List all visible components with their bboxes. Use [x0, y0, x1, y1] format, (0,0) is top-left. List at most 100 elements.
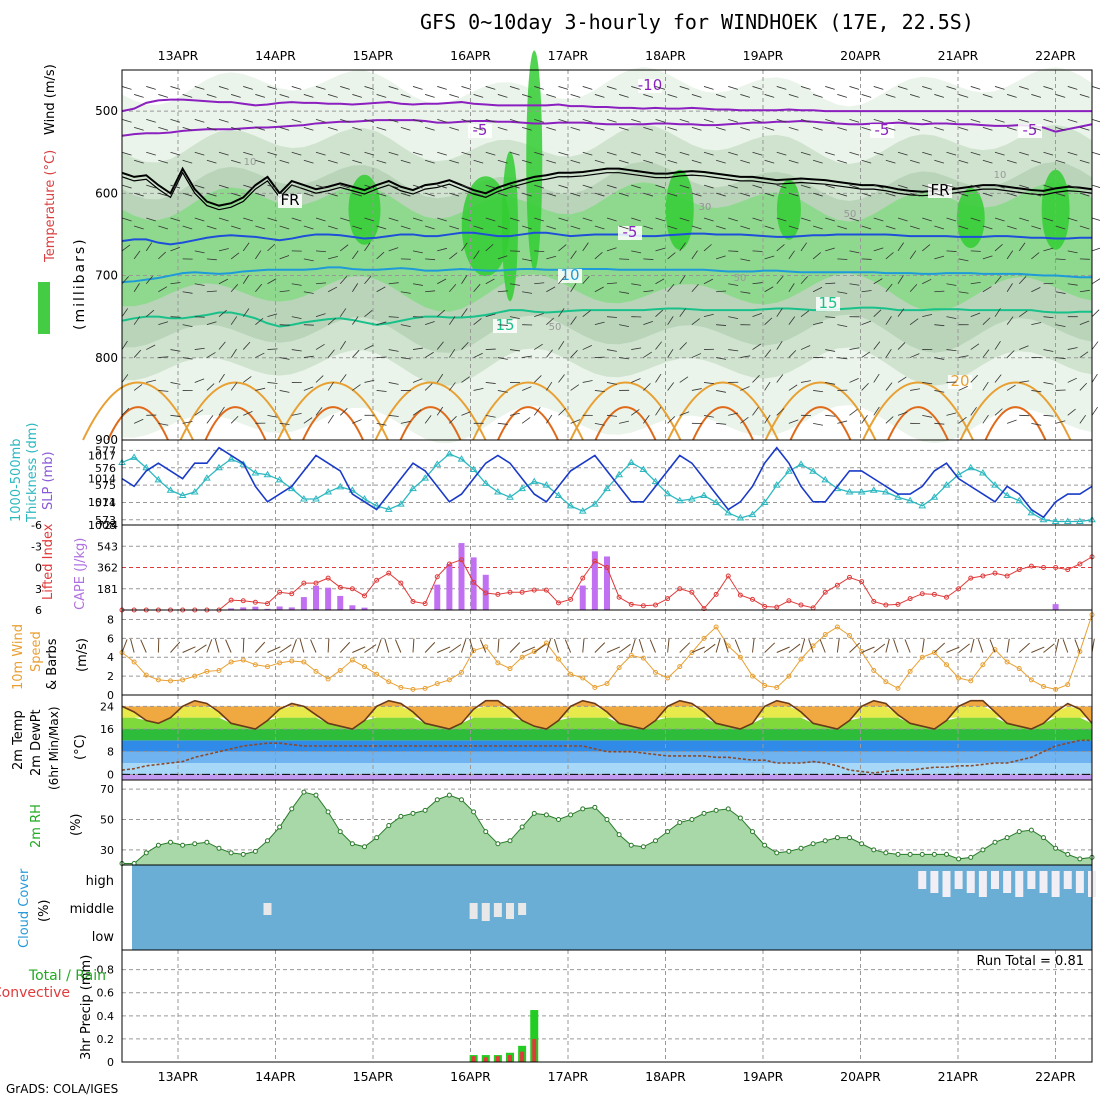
wind-speed-point [834, 624, 840, 630]
wind-barb [946, 118, 957, 123]
wind-barb [194, 347, 205, 350]
wind-barb [449, 225, 460, 230]
wind-barb [716, 159, 726, 164]
wind-barb [206, 159, 217, 164]
wind-barb [643, 94, 654, 98]
wind-barb [558, 408, 566, 416]
wind-barb [655, 184, 666, 189]
wind-barb-10m [479, 639, 487, 653]
temp-band [122, 751, 1092, 763]
wind-barb [594, 159, 605, 164]
ylabel-wind10m: 10m Wind [11, 624, 26, 690]
temp-tick: 24 [100, 700, 114, 713]
rh-point [580, 806, 586, 812]
wind-barb [497, 192, 508, 197]
wind-speed-point [944, 662, 949, 668]
wind-barb-10m [582, 638, 585, 653]
wind-barb-10m [394, 639, 402, 653]
wind-barb [194, 250, 205, 254]
wind-barb [922, 278, 932, 285]
li-point [725, 573, 731, 579]
wind-barb [764, 255, 775, 260]
wind-barb [206, 126, 217, 131]
date-label-bottom: 15APR [353, 1069, 394, 1084]
wind-barb [291, 349, 302, 352]
wind-barb [691, 126, 702, 131]
rh-point [665, 829, 671, 835]
wind-barb [146, 184, 156, 189]
wind-speed-point [434, 681, 440, 687]
cloud-level-label: high [86, 874, 114, 889]
thickness-point [821, 475, 830, 483]
wind-barb [1043, 118, 1054, 123]
wind-barb [970, 118, 981, 123]
wind-barb [182, 126, 193, 131]
li-point [907, 596, 913, 602]
wind-barb [970, 343, 980, 350]
cape-bar [240, 607, 247, 610]
rh-point [216, 845, 222, 851]
wind-barb [934, 357, 945, 360]
wind-barb [1031, 252, 1040, 260]
wind-speed-point [1077, 649, 1083, 655]
wind-barb [267, 348, 278, 350]
wind-barb [958, 94, 969, 98]
wind-barb [255, 283, 263, 293]
wind-barb [412, 118, 423, 123]
wind-barb [594, 286, 604, 293]
cloud-high-block [1015, 871, 1024, 897]
wind-barb [958, 291, 969, 294]
wind-barb [691, 94, 702, 98]
wind-barb [982, 414, 989, 424]
wind-barb [1055, 225, 1066, 230]
wind-barb [546, 414, 553, 424]
wind-barb [121, 86, 132, 90]
wind-barb [182, 192, 193, 197]
wind-barb [934, 126, 945, 131]
rh-blob [461, 176, 510, 277]
li-tick: 3 [35, 583, 42, 596]
wind-barb [691, 284, 699, 293]
wind-barb [667, 316, 674, 325]
slp-tick: 1014 [88, 473, 116, 486]
wind-barb [400, 357, 411, 360]
wind-barb [922, 86, 932, 90]
wind-barb [303, 126, 314, 131]
isotherm-25-arc [107, 406, 169, 441]
wind-barb-10m [638, 638, 644, 653]
wind-speed-point [168, 678, 173, 684]
li-point [616, 594, 622, 600]
thickness-point [530, 477, 539, 485]
wind-barb [703, 414, 714, 418]
wind-barb [813, 321, 823, 326]
wind-barb [400, 192, 411, 197]
wind-barb [849, 217, 860, 222]
wind-barb [909, 250, 917, 260]
wind-barb [606, 282, 617, 285]
wind-barb [716, 126, 726, 131]
wind-barb [145, 309, 155, 317]
wind-speed-point [240, 657, 246, 663]
wind-barb [388, 86, 399, 90]
thickness-point [275, 475, 284, 483]
wind-barb [752, 282, 763, 285]
wind-barb [897, 242, 905, 252]
wind-barb [340, 118, 350, 123]
wind-barb [1019, 118, 1029, 123]
wind-barb [497, 94, 508, 98]
wind-barb-10m [509, 642, 521, 653]
rh-point [822, 838, 828, 844]
wind-speed-point [374, 671, 380, 677]
wind-barb [1091, 151, 1100, 156]
rh-point [762, 842, 768, 848]
wind-barb [825, 86, 835, 90]
li-point [543, 587, 549, 593]
wind-barb [582, 184, 593, 189]
rh-blob [526, 50, 543, 271]
cloud-level-label: middle [70, 902, 114, 917]
wind-barb-10m [788, 643, 801, 653]
wind-barb [752, 343, 762, 350]
rh-point [786, 848, 792, 854]
wind-barb [170, 282, 181, 285]
wind-barb [788, 225, 799, 230]
